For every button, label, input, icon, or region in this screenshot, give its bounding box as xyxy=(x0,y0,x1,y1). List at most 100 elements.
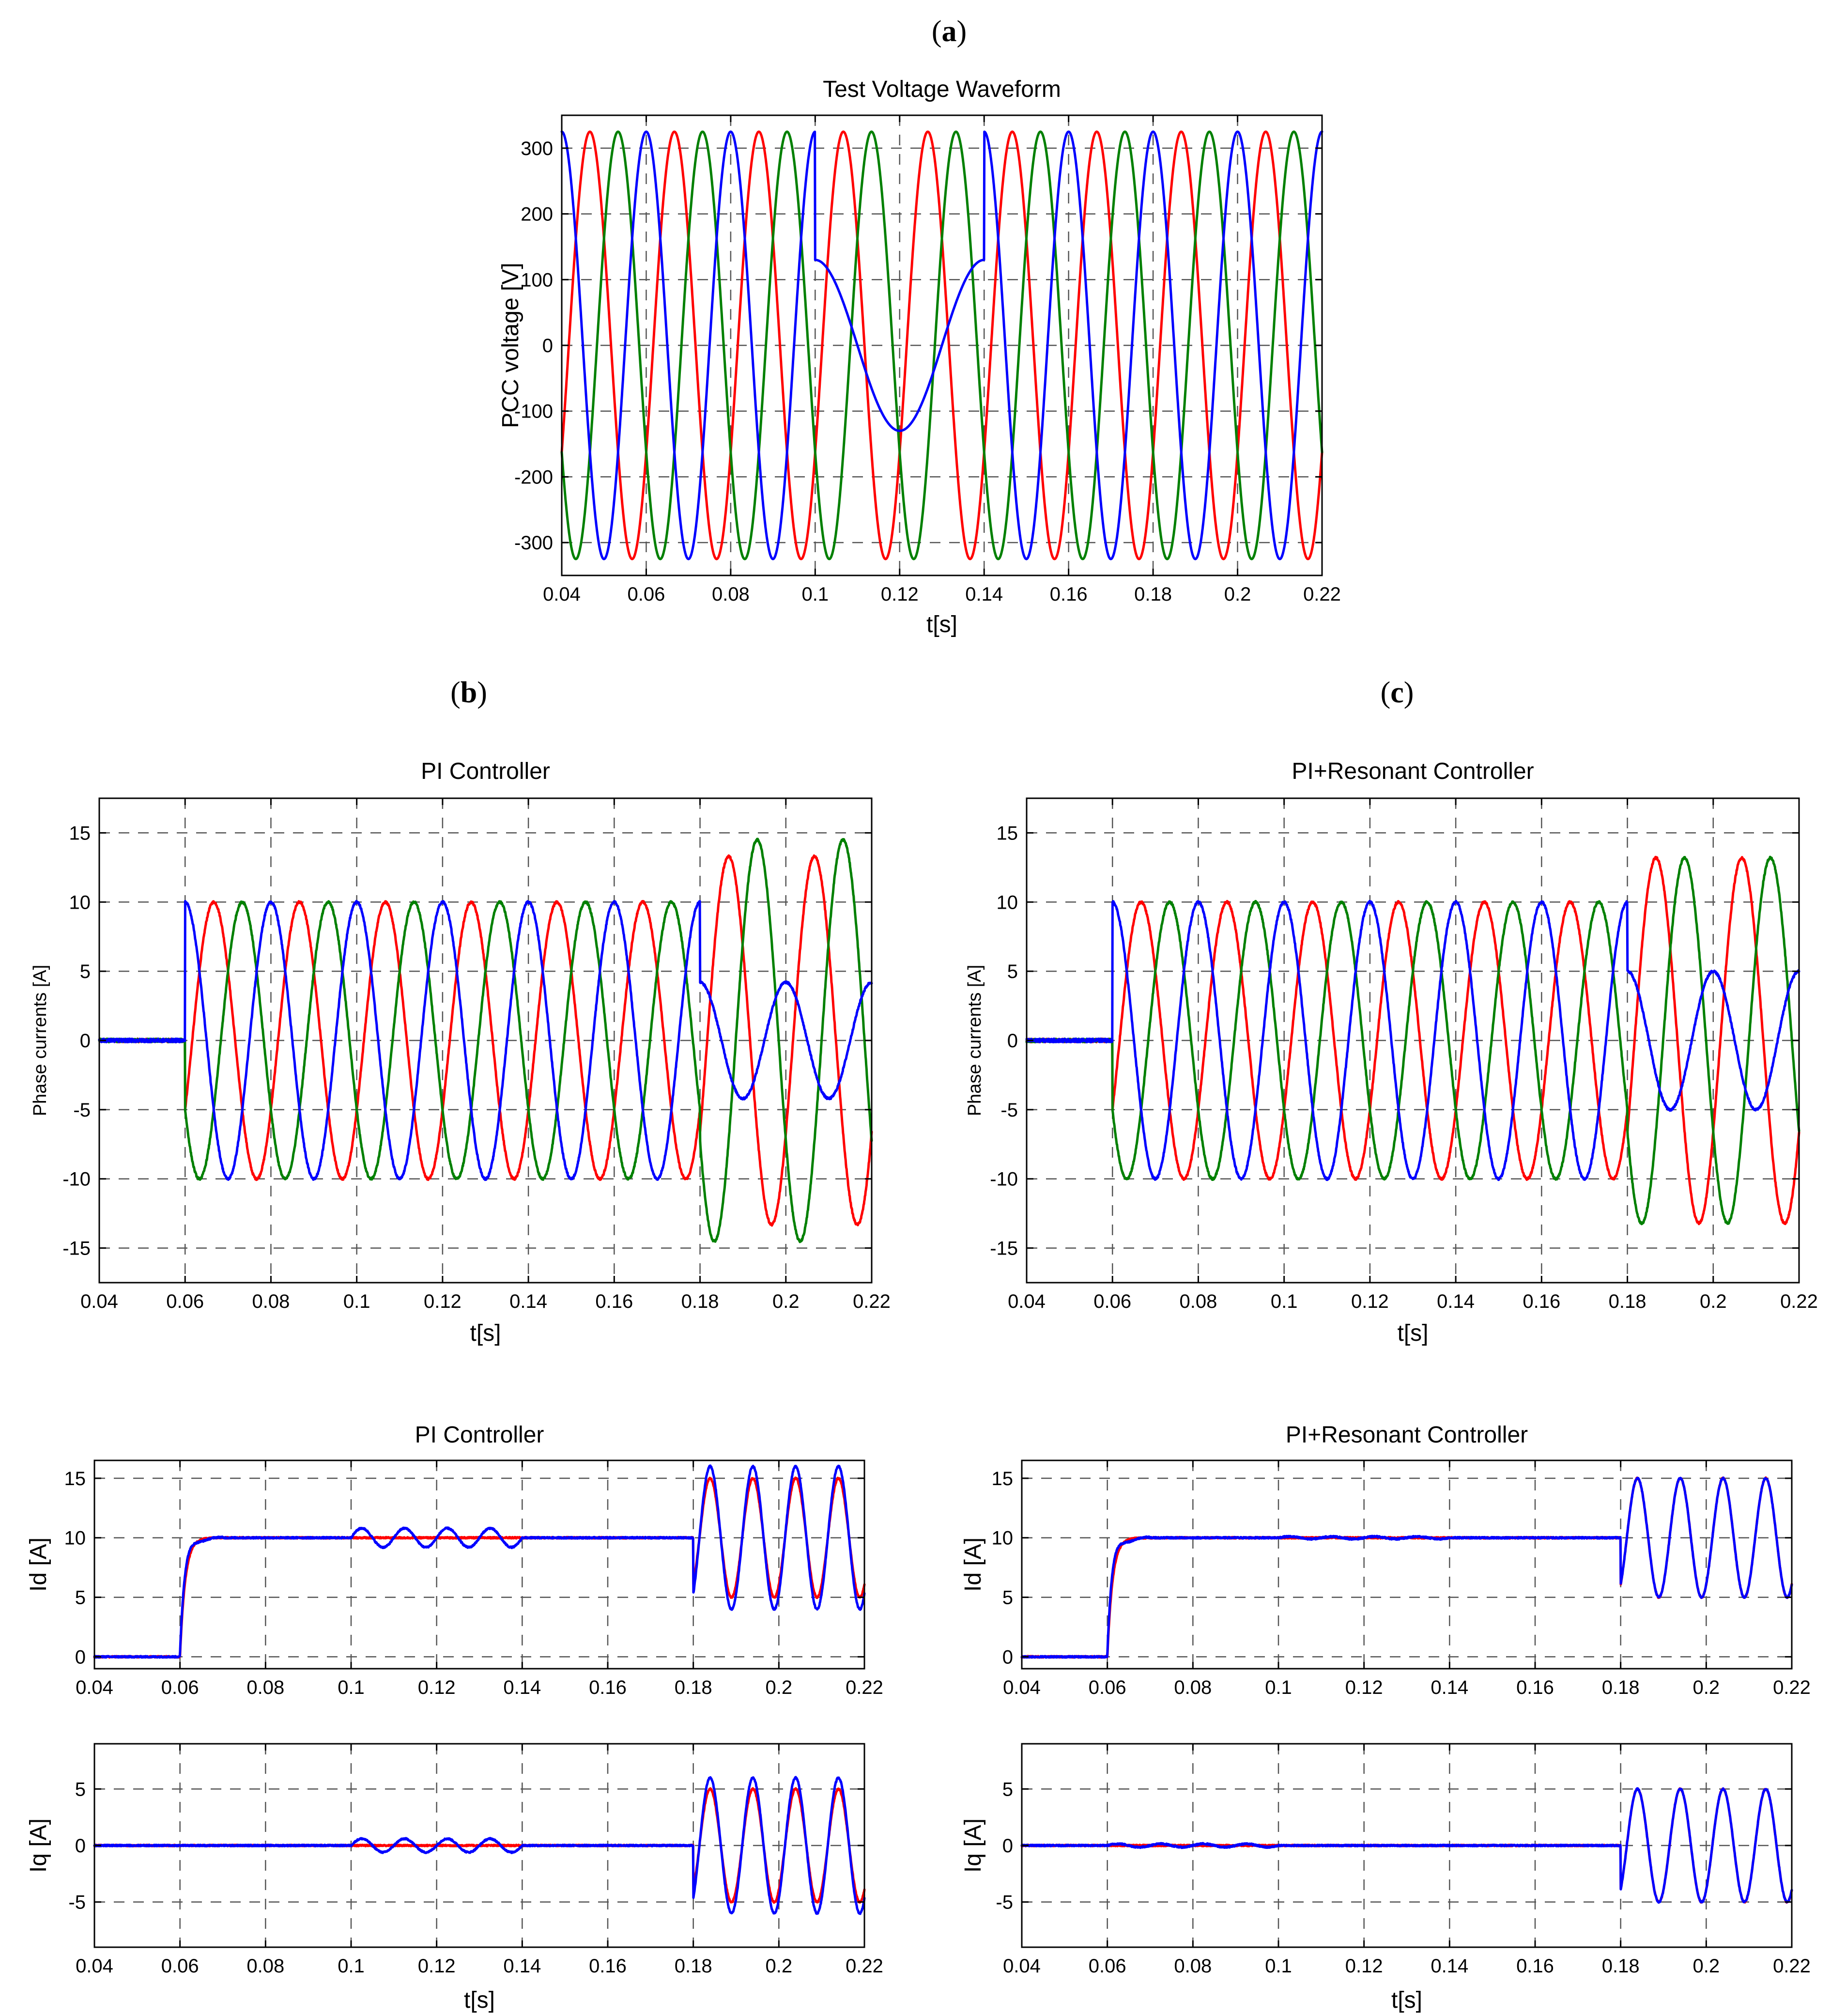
series-phase-b xyxy=(98,837,873,1243)
y-axis-label: Phase currents [A] xyxy=(30,965,50,1117)
panel-label-b: (b) xyxy=(450,676,487,709)
x-tick-label: 0.06 xyxy=(1089,1955,1126,1977)
x-tick-label: 0.16 xyxy=(589,1677,627,1698)
y-tick-label: 0 xyxy=(1002,1646,1013,1668)
x-tick-label: 0.1 xyxy=(338,1677,365,1698)
x-tick-label: 0.2 xyxy=(766,1955,793,1977)
x-tick-label: 0.04 xyxy=(1003,1677,1041,1698)
y-tick-label: -100 xyxy=(514,401,553,422)
x-tick-label: 0.04 xyxy=(1008,1291,1046,1312)
y-tick-label: -5 xyxy=(1000,1100,1018,1121)
y-tick-label: 15 xyxy=(997,822,1018,844)
series-id-measured xyxy=(1020,1476,1793,1659)
y-axis-label: PCC voltage [V] xyxy=(498,263,523,428)
x-tick-label: 0.1 xyxy=(338,1955,365,1977)
x-tick-label: 0.16 xyxy=(1516,1677,1554,1698)
x-tick-label: 0.04 xyxy=(80,1291,118,1312)
y-tick-label: 200 xyxy=(521,204,553,225)
y-tick-label: 10 xyxy=(997,892,1018,913)
x-tick-label: 0.12 xyxy=(1351,1291,1389,1312)
x-tick-label: 0.2 xyxy=(1700,1291,1727,1312)
y-tick-label: 10 xyxy=(64,1528,86,1549)
x-tick-label: 0.18 xyxy=(675,1677,712,1698)
panel-label-a: (a) xyxy=(932,15,967,48)
y-tick-label: 15 xyxy=(64,1468,86,1489)
x-tick-label: 0.2 xyxy=(766,1677,793,1698)
y-tick-label: 10 xyxy=(992,1528,1014,1549)
pr-iq-chart: 0.04 0.06 0.08 0.1 0.12 0.14 0.16 0.18 0.2 0.22 -5… xyxy=(960,1743,1811,2013)
y-tick-label: 15 xyxy=(69,822,91,844)
x-tick-label: 0.14 xyxy=(503,1677,541,1698)
y-tick-label: -300 xyxy=(514,532,553,554)
y-axis-label: Phase currents [A] xyxy=(965,965,985,1117)
y-tick-label: 5 xyxy=(1007,961,1018,982)
x-axis-label: t[s] xyxy=(1397,1320,1428,1346)
series-iq-measured xyxy=(1020,1787,1793,1904)
x-tick-label: 0.06 xyxy=(161,1955,199,1977)
x-tick-label: 0.22 xyxy=(846,1955,883,1977)
series-phase-c xyxy=(98,899,873,1181)
y-tick-label: -15 xyxy=(62,1238,91,1259)
series-id-measured xyxy=(93,1464,866,1659)
chart-title: PI Controller xyxy=(415,1422,544,1448)
y-tick-label: 0 xyxy=(75,1835,86,1857)
x-tick-label: 0.22 xyxy=(853,1291,891,1312)
x-tick-label: 0.08 xyxy=(246,1677,284,1698)
series-phase-b xyxy=(560,130,1323,560)
y-tick-label: 5 xyxy=(75,1587,86,1609)
y-tick-label: 100 xyxy=(521,269,553,291)
x-tick-label: 0.22 xyxy=(846,1677,883,1698)
x-tick-label: 0.18 xyxy=(1602,1955,1640,1977)
x-tick-label: 0.18 xyxy=(681,1291,719,1312)
chart-title: PI Controller xyxy=(421,759,550,784)
x-tick-label: 0.06 xyxy=(161,1677,199,1698)
y-tick-label: 10 xyxy=(69,892,91,913)
x-axis-label: t[s] xyxy=(1391,1987,1422,2013)
pr-phase-currents-chart: 0.04 0.06 0.08 0.1 0.12 0.14 0.16 0.18 0.2 0.22 -1… xyxy=(965,759,1818,1346)
x-tick-label: 0.12 xyxy=(418,1955,456,1977)
x-tick-label: 0.1 xyxy=(1265,1955,1292,1977)
x-tick-label: 0.18 xyxy=(1602,1677,1640,1698)
x-tick-label: 0.04 xyxy=(1003,1955,1041,1977)
plot-frame xyxy=(93,1459,865,1670)
series-phase-b xyxy=(1025,855,1800,1225)
y-tick-label: 5 xyxy=(75,1779,86,1800)
x-tick-label: 0.06 xyxy=(628,584,665,605)
y-tick-label: 15 xyxy=(992,1468,1014,1489)
x-tick-label: 0.04 xyxy=(76,1955,113,1977)
voltage-chart: 0.04 0.06 0.08 0.1 0.12 0.14 0.16 0.18 0.2 0.22 -3… xyxy=(498,77,1341,637)
series-id-reference xyxy=(1020,1476,1793,1659)
x-tick-label: 0.22 xyxy=(1303,584,1341,605)
x-tick-label: 0.08 xyxy=(246,1955,284,1977)
series-iq-measured xyxy=(93,1776,866,1915)
x-axis-label: t[s] xyxy=(464,1987,495,2013)
x-tick-label: 0.06 xyxy=(1093,1291,1131,1312)
x-tick-label: 0.22 xyxy=(1780,1291,1818,1312)
x-tick-label: 0.14 xyxy=(1437,1291,1475,1312)
series-id-reference xyxy=(93,1476,866,1659)
x-tick-label: 0.06 xyxy=(166,1291,204,1312)
x-tick-label: 0.14 xyxy=(1431,1677,1468,1698)
y-tick-label: 300 xyxy=(521,138,553,159)
x-tick-label: 0.12 xyxy=(424,1291,462,1312)
y-tick-label: 0 xyxy=(542,335,553,357)
y-tick-label: 0 xyxy=(80,1030,91,1052)
series-phase-c xyxy=(1025,899,1800,1181)
y-tick-label: -200 xyxy=(514,466,553,488)
x-tick-label: 0.12 xyxy=(1345,1677,1383,1698)
x-tick-label: 0.08 xyxy=(712,584,750,605)
y-tick-label: -10 xyxy=(990,1169,1018,1190)
x-tick-label: 0.12 xyxy=(418,1677,456,1698)
y-tick-label: -15 xyxy=(990,1238,1018,1259)
x-tick-label: 0.14 xyxy=(509,1291,547,1312)
x-tick-label: 0.16 xyxy=(589,1955,627,1977)
y-tick-label: 5 xyxy=(1002,1587,1013,1609)
y-tick-label: -5 xyxy=(68,1892,86,1913)
x-tick-label: 0.12 xyxy=(1345,1955,1383,1977)
x-tick-label: 0.18 xyxy=(1609,1291,1646,1312)
y-tick-label: 0 xyxy=(1002,1835,1013,1857)
x-tick-label: 0.18 xyxy=(1134,584,1172,605)
x-tick-label: 0.08 xyxy=(1174,1677,1212,1698)
series-phase-a xyxy=(98,854,873,1227)
